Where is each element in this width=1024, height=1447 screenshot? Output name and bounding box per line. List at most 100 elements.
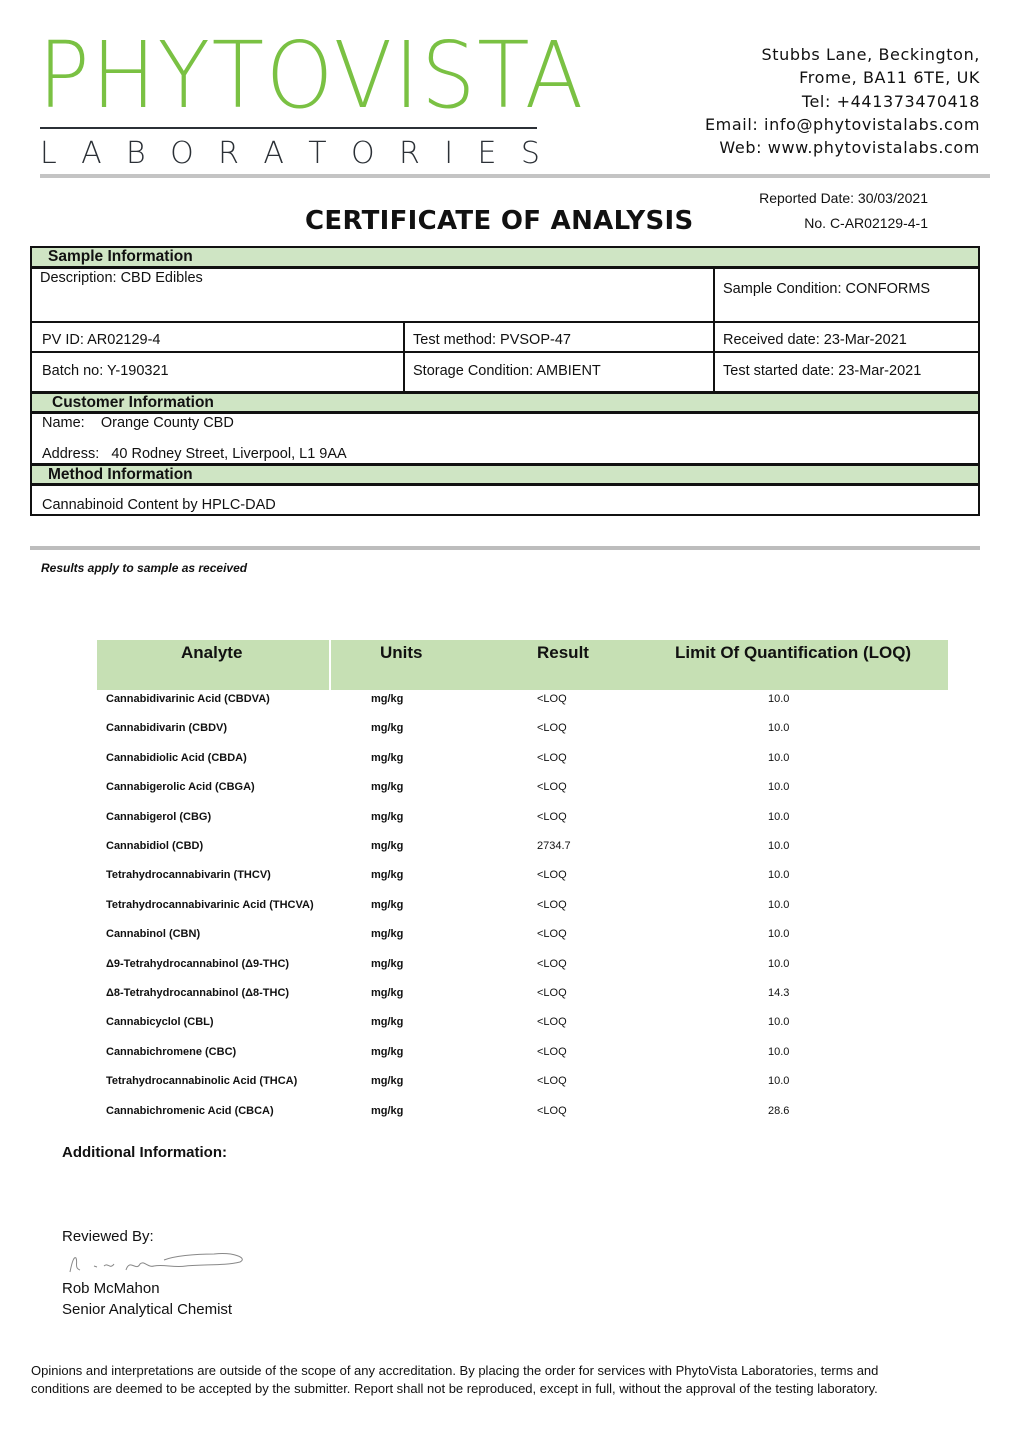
cell-analyte: Δ8-Tetrahydrocannabinol (Δ8-THC) — [106, 987, 290, 999]
logo-letter: I — [444, 136, 454, 171]
cell-result: <LOQ — [537, 722, 567, 735]
results-table-header — [97, 640, 948, 690]
col-header-loq: Limit Of Quantification (LOQ) — [675, 643, 912, 662]
sample-condition: Sample Condition: CONFORMS — [723, 281, 931, 297]
cell-units: mg/kg — [371, 722, 404, 735]
received-date: Received date: 23-Mar-2021 — [723, 332, 907, 348]
cell-units: mg/kg — [371, 751, 404, 764]
cell-analyte: Cannabigerol (CBG) — [106, 810, 212, 823]
cell-analyte: Cannabinol (CBN) — [106, 928, 201, 941]
cell-loq: 10.0 — [768, 722, 790, 735]
logo-letter: O — [170, 136, 194, 171]
cell-analyte: Tetrahydrocannabinolic Acid (THCA) — [106, 1075, 298, 1088]
batch-number: Batch no: Y-190321 — [42, 363, 169, 379]
cell-analyte: Cannabicyclol (CBL) — [106, 1016, 214, 1029]
customer-info-header: Customer Information — [32, 394, 978, 414]
storage-condition: Storage Condition: AMBIENT — [413, 363, 601, 379]
table-row: Tetrahydrocannabinolic Acid (THCA) mg/kg <… — [0, 1075, 1024, 1095]
address-line: Stubbs Lane, Beckington, — [761, 45, 980, 64]
header-divider — [40, 174, 990, 178]
cell-units: mg/kg — [371, 987, 404, 999]
table-row: Cannabidivarinic Acid (CBDVA) mg/kg <LOQ 10… — [0, 693, 1024, 713]
cell-loq: 10.0 — [768, 751, 790, 764]
lab-address: Stubbs Lane, Beckington, Frome, BA11 6TE… — [705, 43, 980, 159]
test-started-date: Test started date: 23-Mar-2021 — [723, 363, 922, 379]
logo-letter: L — [40, 136, 57, 171]
row-divider — [32, 463, 978, 466]
cell-result: <LOQ — [537, 987, 567, 999]
name-value: Orange County CBD — [100, 415, 234, 431]
cell-result: <LOQ — [537, 928, 567, 941]
reviewed-by-label: Reviewed By: — [62, 1228, 154, 1245]
logo-letter: A — [263, 136, 284, 171]
email: Email: info@phytovistalabs.com — [704, 114, 980, 134]
table-row: Cannabichromene (CBC) mg/kg <LOQ 10.0 — [0, 1046, 1024, 1066]
header-gap — [329, 640, 331, 690]
table-row: Cannabichromenic Acid (CBCA) mg/kg <LOQ 28.… — [0, 1105, 1024, 1125]
cell-units: mg/kg — [371, 928, 404, 941]
col-header-result: Result — [537, 643, 589, 662]
logo-letter: T — [308, 136, 327, 171]
col-divider — [713, 269, 715, 391]
reviewer-role: Senior Analytical Chemist — [62, 1301, 233, 1318]
logo-wordmark: PHYTOVISTA — [38, 22, 586, 129]
phone: Tel: +441373470418 — [801, 91, 980, 111]
cell-analyte: Cannabidivarin (CBDV) — [106, 722, 228, 735]
table-row: Tetrahydrocannabivarinic Acid (THCVA) mg/… — [0, 899, 1024, 919]
row-divider — [32, 351, 978, 353]
disclaimer: Opinions and interpretations are outside… — [31, 1363, 879, 1396]
website: Web: www.phytovistalabs.com — [719, 138, 980, 158]
cell-units: mg/kg — [371, 1075, 404, 1088]
table-row: Δ8-Tetrahydrocannabinol (Δ8-THC) mg/kg <LO… — [0, 987, 1024, 1007]
cell-result: <LOQ — [537, 1075, 567, 1088]
cell-result: <LOQ — [537, 751, 567, 764]
cell-loq: 10.0 — [768, 840, 790, 852]
table-row: Cannabigerol (CBG) mg/kg <LOQ 10.0 — [0, 811, 1024, 831]
cell-units: mg/kg — [371, 898, 404, 911]
cell-analyte: Δ9-Tetrahydrocannabinol (Δ9-THC) — [106, 957, 290, 970]
logo-letter: O — [350, 136, 375, 171]
cell-result: <LOQ — [537, 693, 567, 705]
cell-units: mg/kg — [371, 1016, 404, 1029]
logo-letter: A — [81, 136, 102, 171]
table-row: Cannabidiolic Acid (CBDA) mg/kg <LOQ 10.0 — [0, 752, 1024, 772]
method-value: Cannabinoid Content by HPLC-DAD — [42, 497, 276, 513]
pv-id: PV ID: AR02129-4 — [42, 332, 161, 348]
table-row: Cannabidiol (CBD) mg/kg 2734.7 10.0 — [0, 840, 1024, 860]
cell-units: mg/kg — [371, 810, 404, 823]
test-method: Test method: PVSOP-47 — [413, 332, 571, 348]
logo-letter: R — [399, 136, 420, 171]
sample-info-header: Sample Information — [32, 248, 978, 269]
table-row: Cannabinol (CBN) mg/kg <LOQ 10.0 — [0, 928, 1024, 948]
cell-units: mg/kg — [371, 957, 404, 970]
reported-date: Reported Date: 30/03/2021 — [759, 190, 928, 206]
table-row: Tetrahydrocannabivarin (THCV) mg/kg <LOQ 10… — [0, 869, 1024, 889]
cell-units: mg/kg — [371, 1104, 404, 1117]
table-row: Cannabigerolic Acid (CBGA) mg/kg <LOQ 10.0 — [0, 781, 1024, 801]
logo-divider — [40, 127, 537, 129]
logo-letter: E — [477, 136, 497, 171]
col-header-units: Units — [380, 643, 423, 662]
report-number: No. C-AR02129-4-1 — [804, 215, 928, 231]
cell-loq: 14.3 — [768, 987, 790, 999]
cell-loq: 10.0 — [768, 781, 790, 794]
row-divider — [32, 391, 978, 394]
cell-result: <LOQ — [537, 957, 567, 970]
cell-units: mg/kg — [371, 1045, 404, 1058]
col-header-analyte: Analyte — [181, 643, 243, 662]
cell-units: mg/kg — [371, 840, 404, 852]
cell-loq: 10.0 — [768, 928, 790, 941]
cell-result: <LOQ — [537, 869, 567, 882]
cell-loq: 10.0 — [768, 693, 790, 705]
section-divider — [30, 546, 980, 550]
cell-result: <LOQ — [537, 898, 567, 911]
reviewer-name: Rob McMahon — [62, 1280, 160, 1297]
cell-result: <LOQ — [537, 1016, 567, 1029]
cell-analyte: Cannabichromenic Acid (CBCA) — [106, 1104, 274, 1117]
logo-letter: B — [126, 136, 146, 171]
cell-units: mg/kg — [371, 869, 404, 882]
table-row: Cannabidivarin (CBDV) mg/kg <LOQ 10.0 — [0, 722, 1024, 742]
cell-result: <LOQ — [537, 781, 567, 794]
